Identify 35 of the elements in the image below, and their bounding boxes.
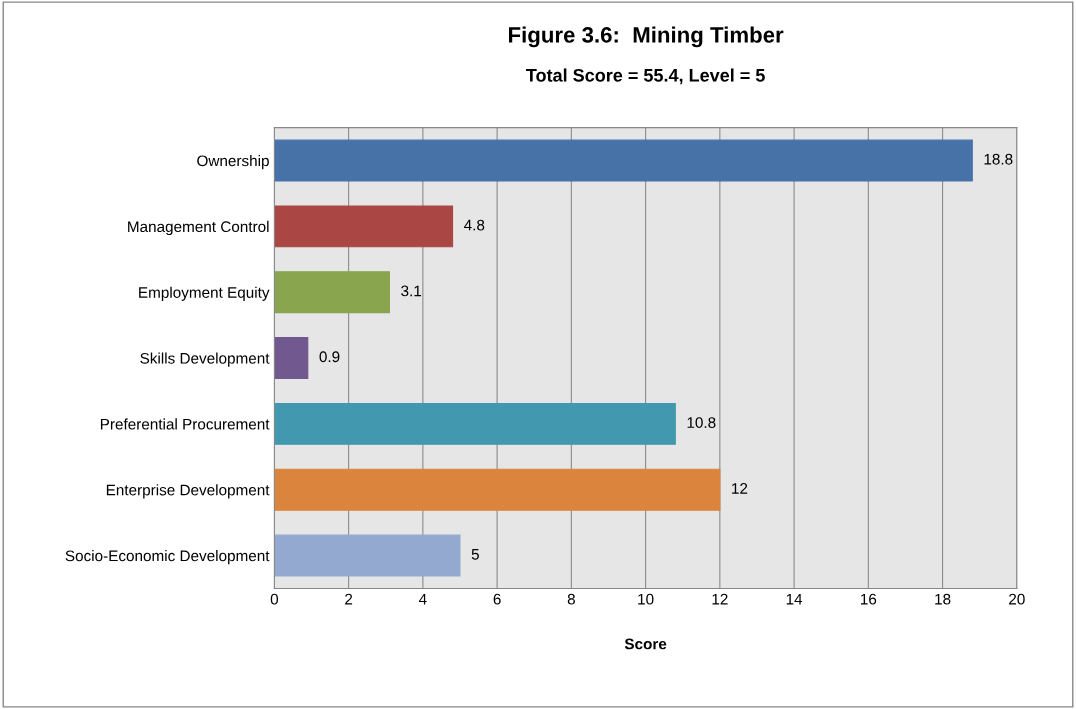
- y-tick-label: Employment Equity: [139, 286, 270, 301]
- y-tick-label: Enterprise Development: [106, 484, 270, 499]
- data-label: 0.9: [319, 351, 340, 363]
- bar: [274, 468, 721, 511]
- data-label: 5: [471, 548, 479, 560]
- data-label: 10.8: [687, 417, 716, 428]
- x-tick-label: 14: [786, 593, 803, 605]
- bar: [274, 271, 391, 314]
- x-tick-label: 16: [861, 593, 877, 605]
- x-tick-label: 8: [567, 593, 575, 605]
- x-tick-label: 6: [493, 593, 501, 605]
- x-axis-title: Score: [624, 638, 667, 650]
- data-label: 4.8: [464, 219, 485, 231]
- y-tick-label: Preferential Procurement: [100, 418, 270, 430]
- y-tick-label: Management Control: [128, 220, 269, 236]
- x-tick-label: 12: [712, 593, 728, 605]
- y-tick-label: Ownership: [197, 155, 269, 170]
- x-tick-label: 18: [935, 593, 951, 605]
- x-tick-label: 20: [1009, 593, 1025, 605]
- data-label: 18.8: [984, 153, 1013, 165]
- x-tick-label: 2: [345, 593, 353, 605]
- x-tick-label: 10: [638, 593, 654, 605]
- data-label: 12: [732, 483, 748, 494]
- bar: [274, 205, 454, 248]
- bar: [274, 337, 309, 380]
- bar: [274, 534, 461, 577]
- data-label: 3.1: [401, 285, 422, 297]
- y-tick-label: Skills Development: [140, 352, 270, 367]
- chart-subtitle: Total Score = 55.4, Level = 5: [526, 68, 765, 85]
- x-tick-label: 0: [270, 593, 279, 605]
- x-tick-label: 4: [418, 593, 427, 605]
- bar: [274, 402, 676, 445]
- chart-title: Figure 3.6: Mining Timber: [509, 26, 784, 48]
- y-tick-label: Socio-Economic Development: [65, 550, 270, 565]
- bar: [274, 139, 973, 182]
